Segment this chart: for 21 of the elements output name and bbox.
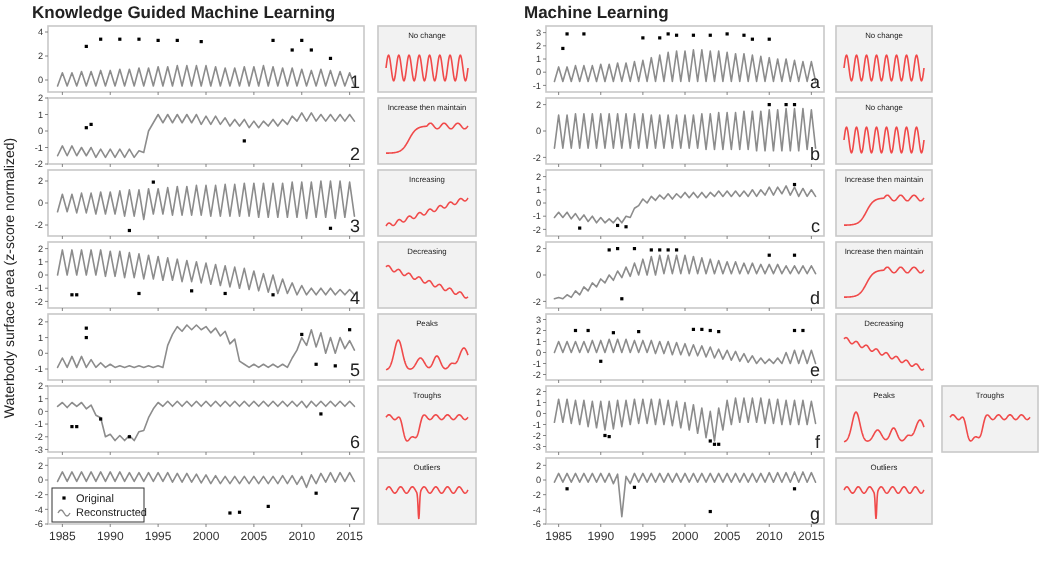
annotation: 6: [349, 432, 360, 452]
line-series: [56, 112, 356, 159]
annotation: e: [809, 360, 820, 380]
annotation: c: [811, 216, 821, 236]
annotation: 1: [349, 72, 360, 92]
chart-title: Knowledge Guided Machine Learning: [32, 2, 336, 22]
line-series: [553, 338, 817, 365]
annotation: b: [809, 144, 820, 164]
annotation: 3: [349, 216, 360, 236]
annotation: a: [809, 72, 820, 92]
annotation: 2: [349, 144, 360, 164]
line-series: [56, 471, 356, 489]
annotation: g: [809, 504, 820, 524]
annotation: f: [814, 432, 821, 452]
line-series: [56, 180, 356, 221]
annotation: d: [809, 288, 820, 308]
line-series: [56, 64, 356, 87]
annotation: 5: [349, 360, 360, 380]
annotation: 7: [349, 504, 360, 524]
chart-title: Machine Learning: [524, 2, 669, 22]
annotation: 4: [349, 288, 360, 308]
